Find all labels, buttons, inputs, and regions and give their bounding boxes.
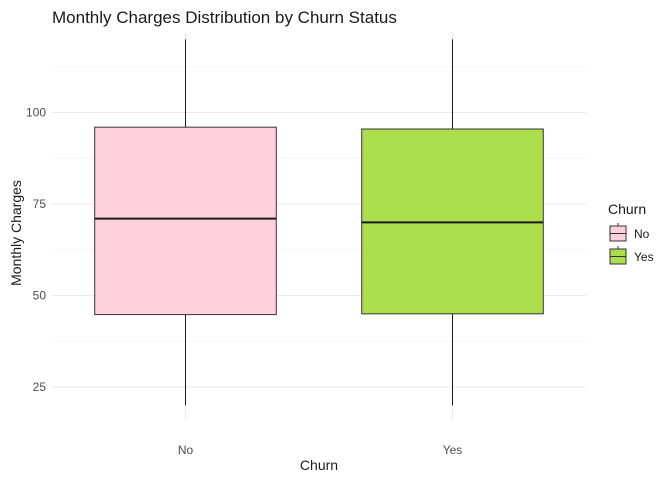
y-axis-title: Monthly Charges — [8, 180, 24, 286]
y-tick-label: 75 — [33, 197, 47, 211]
box-no — [94, 126, 277, 316]
y-tick-label: 25 — [33, 380, 47, 394]
legend-label: Yes — [634, 250, 654, 264]
x-tick-label: Yes — [443, 443, 463, 457]
y-tick-label: 50 — [33, 289, 47, 303]
boxes — [94, 39, 544, 406]
y-tick-label: 100 — [26, 106, 46, 120]
x-axis-ticks: No Yes — [178, 443, 462, 457]
x-axis-title: Churn — [300, 457, 338, 473]
legend-title: Churn — [608, 201, 646, 217]
y-axis-ticks: 25 50 75 100 — [26, 106, 46, 395]
chart-title: Monthly Charges Distribution by Churn St… — [52, 8, 397, 27]
legend: Churn No Yes — [608, 201, 654, 265]
legend-label: No — [634, 227, 650, 241]
x-tick-label: No — [178, 443, 194, 457]
